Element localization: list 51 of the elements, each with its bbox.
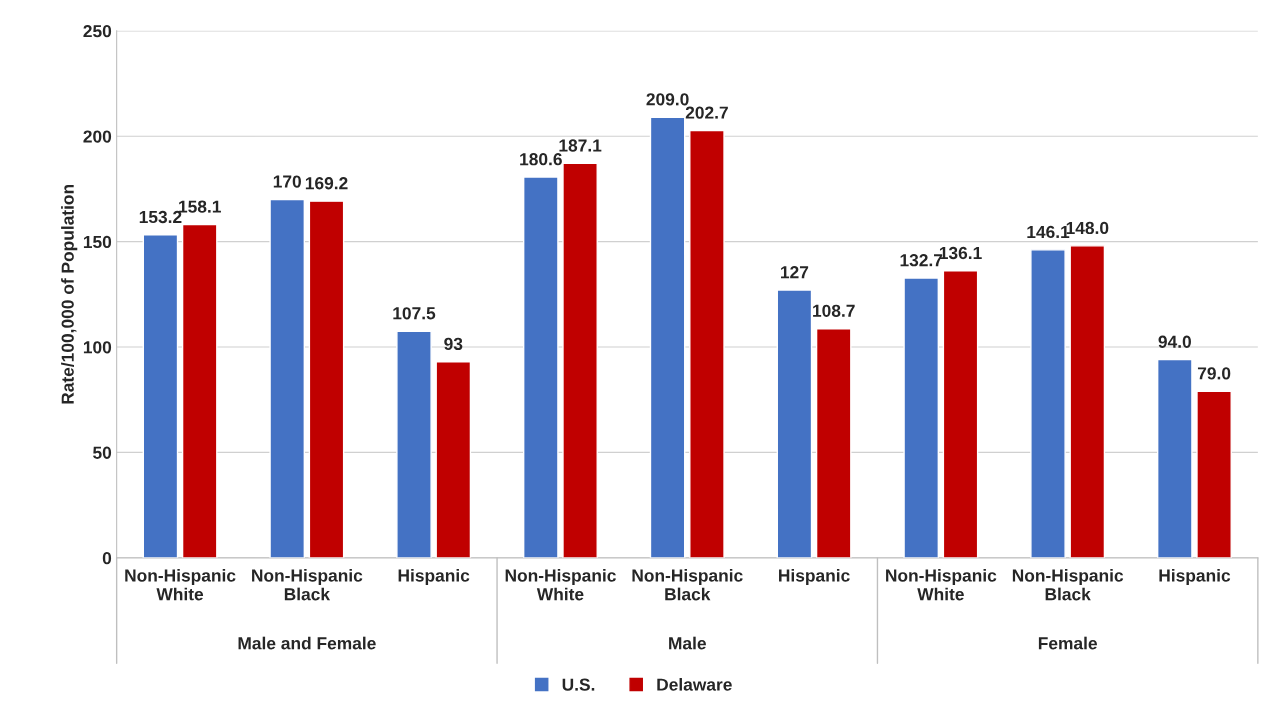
legend-label: Delaware: [657, 678, 732, 691]
y-tick-label: 150: [83, 235, 112, 249]
bar: [1196, 390, 1232, 558]
bar: [435, 361, 472, 558]
y-tick-label: 0: [102, 551, 112, 565]
bar: [689, 129, 725, 558]
data-label: 180.6: [520, 153, 562, 166]
y-tick-label: 200: [83, 130, 112, 143]
x-tick-label: Non-Hispanic Black: [1012, 568, 1124, 601]
y-tick-label: 50: [93, 446, 112, 459]
data-label: 79.0: [1197, 367, 1231, 380]
data-label: 108.7: [813, 304, 855, 317]
bar: [269, 198, 306, 558]
x-tick-label: Hispanic: [779, 568, 850, 586]
bar: [396, 330, 432, 558]
data-label: 209.0: [646, 93, 689, 106]
bar: [522, 176, 559, 558]
legend-label: U.S.: [562, 678, 595, 691]
bar: [142, 234, 179, 558]
bar: [308, 200, 345, 558]
data-label: 107.5: [393, 307, 436, 320]
data-label: 127: [781, 266, 809, 279]
data-label: 170: [273, 175, 301, 188]
data-label: 187.1: [559, 139, 602, 152]
bar: [815, 327, 852, 558]
data-label: 169.2: [305, 177, 348, 190]
bar: [1069, 245, 1106, 558]
bar: [181, 223, 218, 558]
x-tick-label: Hispanic: [1159, 568, 1231, 586]
data-label: 94.0: [1158, 335, 1191, 348]
bar: [903, 277, 940, 558]
data-label: 202.7: [685, 106, 728, 119]
text: Male: [669, 636, 706, 650]
x-tick-label: Non-Hispanic Black: [632, 568, 743, 601]
text: Female: [1038, 636, 1097, 650]
bar: [649, 116, 686, 558]
y-tick-label: 250: [83, 25, 112, 38]
text: Male and Female: [238, 636, 376, 650]
x-tick-label: Non-Hispanic White: [125, 568, 236, 601]
x-tick-label: Hispanic: [398, 568, 470, 586]
x-tick-label: Non-Hispanic Black: [252, 568, 363, 601]
bar: [776, 289, 813, 558]
bar: [562, 162, 598, 558]
bar: [1030, 249, 1066, 558]
y-axis-title: Rate/100,000 of Population: [61, 184, 78, 404]
x-tick-label: Non-Hispanic White: [505, 568, 616, 601]
y-tick-label: 100: [83, 341, 112, 354]
data-label: 93: [444, 337, 463, 351]
x-tick-label: Non-Hispanic White: [886, 568, 997, 601]
bar: [1156, 358, 1193, 558]
bar: [942, 270, 979, 558]
